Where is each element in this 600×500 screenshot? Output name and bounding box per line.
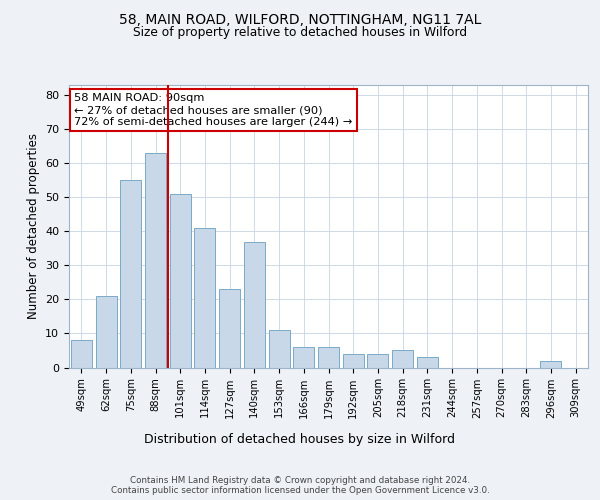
Bar [392, 350, 413, 368]
Bar [194, 228, 215, 368]
Bar [343, 354, 364, 368]
Bar [541, 360, 562, 368]
Bar [170, 194, 191, 368]
Text: 58 MAIN ROAD: 90sqm
← 27% of detached houses are smaller (90)
72% of semi-detach: 58 MAIN ROAD: 90sqm ← 27% of detached ho… [74, 94, 352, 126]
Bar [120, 180, 141, 368]
Bar [417, 358, 438, 368]
Bar [219, 289, 240, 368]
Text: Contains HM Land Registry data © Crown copyright and database right 2024.
Contai: Contains HM Land Registry data © Crown c… [110, 476, 490, 495]
Text: Distribution of detached houses by size in Wilford: Distribution of detached houses by size … [145, 432, 455, 446]
Bar [244, 242, 265, 368]
Text: 58, MAIN ROAD, WILFORD, NOTTINGHAM, NG11 7AL: 58, MAIN ROAD, WILFORD, NOTTINGHAM, NG11… [119, 12, 481, 26]
Bar [293, 347, 314, 368]
Y-axis label: Number of detached properties: Number of detached properties [26, 133, 40, 320]
Bar [145, 153, 166, 368]
Bar [269, 330, 290, 368]
Bar [367, 354, 388, 368]
Bar [95, 296, 116, 368]
Bar [71, 340, 92, 367]
Text: Size of property relative to detached houses in Wilford: Size of property relative to detached ho… [133, 26, 467, 39]
Bar [318, 347, 339, 368]
